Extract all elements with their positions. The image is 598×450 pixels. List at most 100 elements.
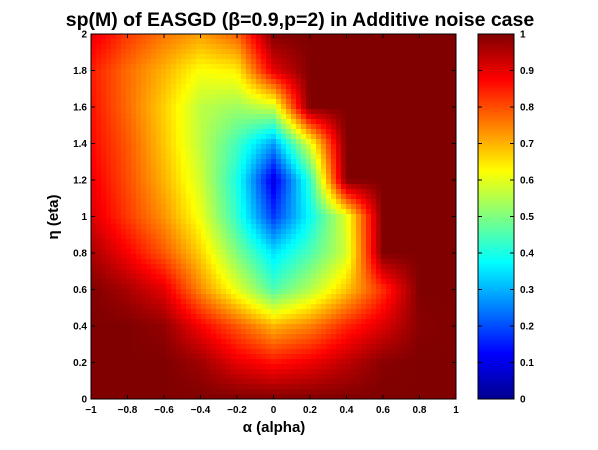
heatmap-cell [331,294,337,300]
heatmap-cell [181,204,187,210]
heatmap-cell [386,49,392,55]
heatmap-cell [246,164,252,170]
heatmap-cell [416,214,422,220]
heatmap-cell [341,264,347,270]
heatmap-cell [211,49,217,55]
heatmap-cell [141,369,147,375]
heatmap-cell [246,149,252,155]
heatmap-cell [321,299,327,305]
heatmap-cell [446,39,452,45]
heatmap-cell [446,329,452,335]
heatmap-cell [101,284,107,290]
heatmap-cell [346,319,352,325]
heatmap-cell [371,299,377,305]
heatmap-cell [156,189,162,195]
heatmap-cell [306,184,312,190]
heatmap-cell [201,214,207,220]
heatmap-cell [126,319,132,325]
heatmap-cell [111,239,117,245]
heatmap-cell [226,64,232,70]
heatmap-cell [311,69,317,75]
heatmap-cell [176,79,182,85]
heatmap-cell [406,94,412,100]
heatmap-cell [321,54,327,60]
heatmap-cell [101,154,107,160]
heatmap-cell [361,64,367,70]
heatmap-cell [106,34,112,40]
heatmap-cell [336,344,342,350]
heatmap-cell [186,139,192,145]
heatmap-cell [166,74,172,80]
heatmap-cell [256,299,262,305]
heatmap-cell [121,304,127,310]
heatmap-cell [401,144,407,150]
heatmap-cell [146,264,152,270]
heatmap-cell [306,124,312,130]
heatmap-cell [201,179,207,185]
heatmap-cell [266,94,272,100]
heatmap-cell [256,364,262,370]
heatmap-cell [136,309,142,315]
heatmap-cell [181,79,187,85]
heatmap-cell [376,309,382,315]
heatmap-cell [201,159,207,165]
heatmap-cell [286,154,292,160]
heatmap-cell [221,179,227,185]
heatmap-cell [396,64,402,70]
heatmap-cell [451,209,457,215]
heatmap-cell [341,279,347,285]
heatmap-cell [306,229,312,235]
heatmap-cell [216,344,222,350]
heatmap-cell [446,269,452,275]
heatmap-cell [416,109,422,115]
heatmap-cell [216,99,222,105]
heatmap-cell [141,249,147,255]
heatmap-cell [321,69,327,75]
heatmap-cell [441,234,447,240]
heatmap-cell [241,204,247,210]
heatmap-cell [241,99,247,105]
heatmap-cell [346,144,352,150]
heatmap-cell [251,79,257,85]
heatmap-cell [141,114,147,120]
heatmap-cell [301,284,307,290]
heatmap-cell [346,184,352,190]
heatmap-cell [116,144,122,150]
heatmap-cell [336,79,342,85]
heatmap-cell [106,109,112,115]
heatmap-cell [221,274,227,280]
heatmap-cell [156,274,162,280]
heatmap-cell [221,339,227,345]
heatmap-cell [91,269,97,275]
heatmap-cell [426,79,432,85]
heatmap-cell [356,74,362,80]
heatmap-cell [206,99,212,105]
heatmap-cell [131,264,137,270]
heatmap-cell [276,294,282,300]
heatmap-cell [376,329,382,335]
heatmap-cell [381,124,387,130]
heatmap-cell [216,319,222,325]
heatmap-cell [171,64,177,70]
heatmap-cell [291,259,297,265]
heatmap-cell [91,74,97,80]
heatmap-cell [241,264,247,270]
heatmap-cell [141,269,147,275]
heatmap-cell [436,169,442,175]
heatmap-cell [326,134,332,140]
heatmap-cell [336,189,342,195]
heatmap-cell [156,89,162,95]
heatmap-cell [386,254,392,260]
heatmap-cell [266,44,272,50]
heatmap-cell [176,99,182,105]
heatmap-cell [151,69,157,75]
heatmap-cell [331,349,337,355]
heatmap-cell [166,294,172,300]
heatmap-cell [176,49,182,55]
heatmap-cell [351,364,357,370]
heatmap-cell [301,289,307,295]
heatmap-cell [166,304,172,310]
heatmap-cell [371,94,377,100]
heatmap-cell [391,64,397,70]
heatmap-cell [96,164,102,170]
